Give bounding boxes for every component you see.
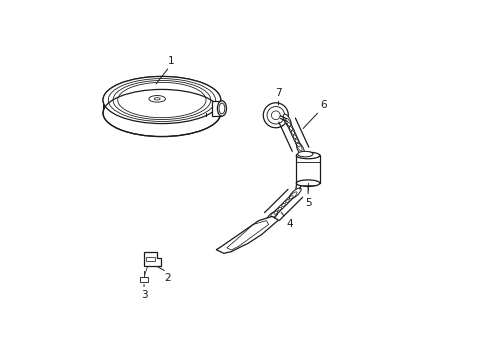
Polygon shape (216, 216, 278, 253)
Ellipse shape (103, 89, 220, 136)
Ellipse shape (103, 76, 220, 123)
Ellipse shape (289, 188, 301, 199)
Ellipse shape (297, 151, 313, 157)
Text: 2: 2 (164, 273, 171, 283)
Ellipse shape (266, 211, 278, 222)
Ellipse shape (296, 180, 320, 186)
Text: 7: 7 (275, 88, 282, 98)
Ellipse shape (263, 103, 288, 128)
Ellipse shape (283, 114, 291, 126)
Bar (212, 101, 221, 116)
Text: 3: 3 (141, 291, 147, 301)
Bar (140, 277, 148, 282)
Ellipse shape (218, 101, 226, 116)
Polygon shape (144, 252, 161, 266)
Text: 4: 4 (287, 219, 293, 229)
Text: 1: 1 (168, 56, 175, 66)
Text: 6: 6 (320, 100, 327, 110)
Bar (296, 156, 320, 183)
Ellipse shape (296, 143, 304, 155)
Bar (147, 257, 155, 261)
Text: 5: 5 (305, 198, 312, 208)
Ellipse shape (296, 152, 320, 159)
